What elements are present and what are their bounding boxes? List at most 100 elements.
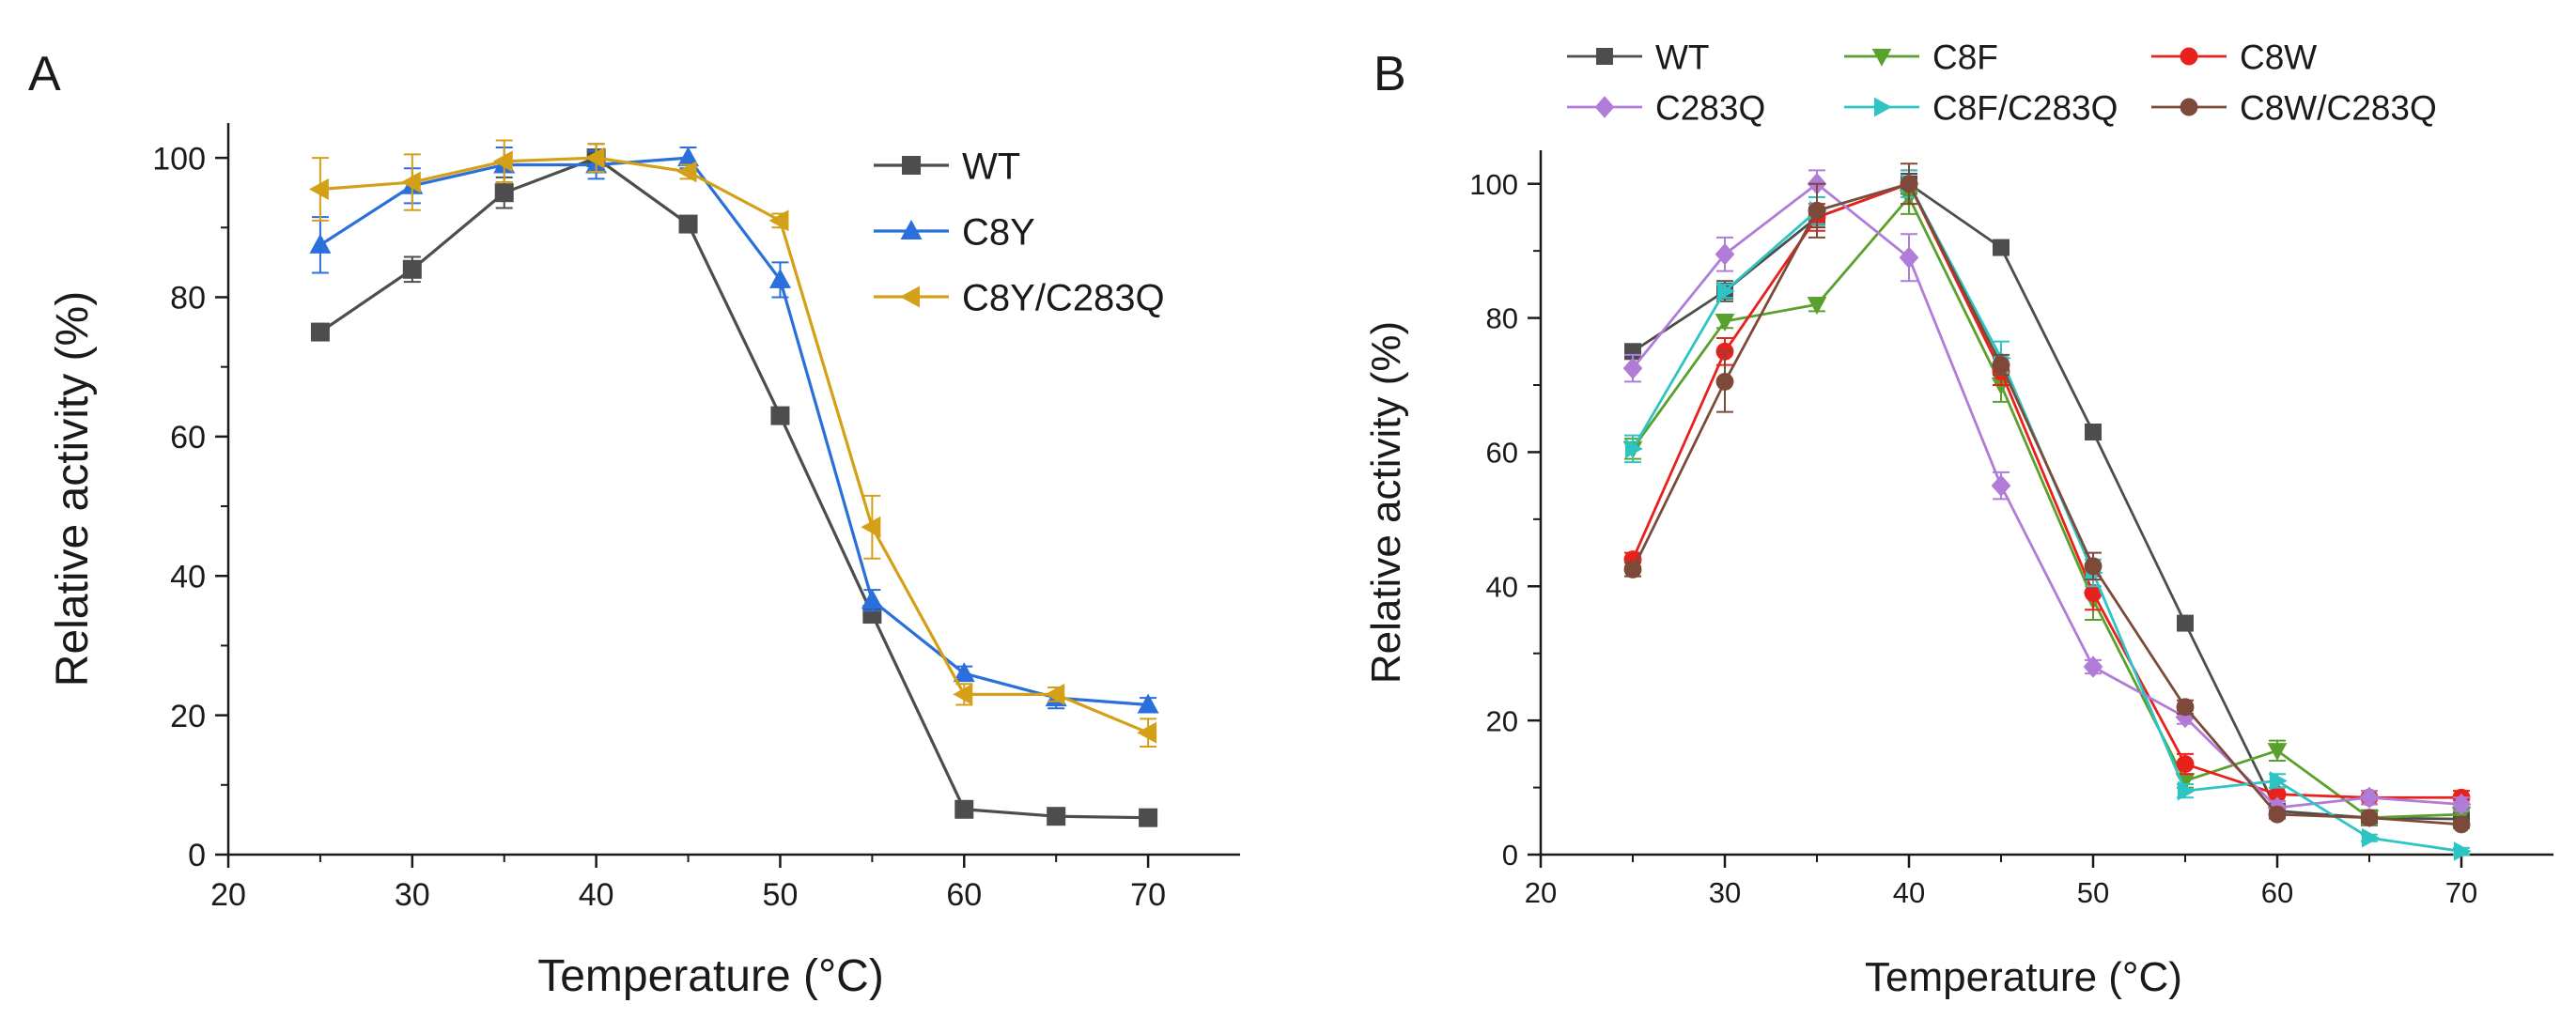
panel-b-x-tick-label: 50 (2077, 876, 2109, 909)
panel-b-legend-label-wt: WT (1655, 38, 1710, 76)
panel-b-point-wt (2177, 614, 2194, 632)
panel-b-legend-swatch-marker (2180, 47, 2198, 66)
panel-a-point-c8y (768, 268, 791, 288)
panel-b-x-tick-label: 70 (2445, 876, 2477, 909)
panel-b-point-c283q (2451, 793, 2472, 816)
panel-b-legend-swatch-marker (2180, 98, 2198, 116)
panel-b-x-axis-title: Temperature (°C) (1865, 954, 2182, 1000)
panel-a-line-c8y-c283q (319, 156, 1149, 734)
panel-a-point-c8y (861, 589, 883, 610)
panel-b-label: B (1373, 47, 1406, 101)
panel-b-point-c283q (2083, 656, 2103, 678)
panel-a-legend-label-wt: WT (962, 146, 1020, 187)
panel-a-legend-swatch-marker (900, 286, 920, 308)
panel-a-y-tick-label: 40 (170, 559, 206, 594)
panel-a-point-c8y-c283q (1045, 683, 1065, 705)
panel-b-point-c8w-c283q (2452, 815, 2471, 834)
panel-b-legend-item-c283q: C283Q (1567, 88, 1765, 127)
panel-a-point-c8y-c283q (676, 161, 697, 183)
panel-a-point-wt (678, 214, 698, 234)
panel-b-point-c8f-c283q (2177, 780, 2196, 801)
panel-b-legend-item-c8f-c283q: C8F/C283Q (1844, 88, 2118, 127)
panel-b-point-c8w (2268, 785, 2287, 804)
panel-b-legend-swatch-marker (1594, 96, 1615, 118)
panel-b-legend: WT C8F C8W C283Q C8F/C283Q C8W/C283Q (1567, 38, 2437, 127)
panel-b-point-c8w-c283q (2360, 809, 2379, 827)
panel-a-point-c8y-c283q (1137, 721, 1157, 744)
panel-a-point-c8y-c283q (768, 209, 789, 232)
panel-b-legend-swatch-marker (1596, 48, 1613, 65)
panel-b-line-c8f-c283q (1631, 182, 2462, 853)
panel-b-legend-label-c8f: C8F (1932, 38, 1998, 76)
panel-b-legend-swatch-marker (1871, 48, 1892, 67)
panel-b-legend-label-c8w: C8W (2240, 38, 2317, 76)
panel-a-point-wt (770, 406, 790, 425)
panel-b-point-c8f-c283q (1624, 439, 1643, 459)
panel-b-y-tick-label: 80 (1486, 302, 1518, 335)
panel-a-y-tick-label: 20 (170, 699, 206, 734)
panel-a-point-c8y-c283q (861, 516, 881, 538)
panel-b-legend-swatch-marker (1873, 97, 1892, 117)
panel-b-line-c8w-c283q (1631, 182, 2462, 826)
panel-a-legend-item-c8y-c283q: C8Y/C283Q (874, 277, 1165, 318)
panel-a-y-tick-label: 100 (152, 141, 206, 177)
panel-b-point-c8w-c283q (1992, 356, 2010, 375)
panel-b-y-tick-label: 60 (1486, 437, 1518, 470)
panel-b-legend-label-c283q: C283Q (1655, 88, 1765, 127)
panel-b-y-tick-label: 100 (1469, 168, 1518, 201)
panel-b-point-c8f-c283q (2361, 827, 2380, 848)
panel-a-x-axis-title: Temperature (°C) (537, 951, 884, 1001)
panel-a-point-c8y (677, 147, 700, 167)
panel-b-series-c8w (1623, 169, 2471, 807)
panel-b-legend-item-c8w-c283q: C8W/C283Q (2151, 88, 2437, 127)
panel-b-point-c8f-c283q (2453, 841, 2472, 861)
panel-b-point-c8w-c283q (2084, 557, 2103, 576)
panel-a-point-c8y-c283q (400, 171, 421, 193)
panel-a-x-tick-label: 60 (946, 877, 982, 913)
panel-b-legend-label-c8f-c283q: C8F/C283Q (1932, 88, 2118, 127)
panel-a-point-wt (494, 183, 514, 203)
panel-a-x-tick-label: 20 (210, 877, 246, 913)
panel-b-point-c8f-c283q (1716, 281, 1735, 301)
panel-b-point-c283q (1899, 246, 1919, 269)
panel-a-point-wt (954, 799, 974, 819)
panel-b-point-c283q (1991, 474, 2011, 497)
panel-b-x-tick-label: 30 (1709, 876, 1741, 909)
panel-a-x-tick-label: 30 (395, 877, 430, 913)
panel-b-x-tick-label: 60 (2261, 876, 2293, 909)
panel-b-point-c283q (1715, 243, 1735, 266)
panel-b-y-tick-label: 0 (1502, 839, 1518, 872)
panel-a-x-tick-label: 70 (1130, 877, 1166, 913)
panel-a-legend-item-c8y: C8Y (874, 211, 1035, 253)
panel-b-y-axis-title: Relative activity (%) (1363, 321, 1409, 684)
panel-b-line-wt (1632, 182, 2462, 821)
panel-a-point-c8y-c283q (492, 150, 513, 173)
panel-a-label: A (28, 47, 61, 101)
panel-b-line-c8f (1631, 195, 2462, 820)
panel-b-point-c283q (2359, 786, 2380, 809)
panel-a-x-tick-label: 50 (763, 877, 799, 913)
panel-b-point-c8w (2176, 755, 2195, 774)
panel-a-point-c8y-c283q (584, 147, 605, 169)
panel-a-point-wt (310, 322, 330, 342)
panel-a-point-c8y (1137, 693, 1159, 714)
panel-a-y-tick-label: 0 (188, 838, 206, 873)
panel-b-point-c8w-c283q (2268, 805, 2287, 824)
panel-b-point-c8f (1807, 297, 1827, 316)
panel-a-line-c8y (319, 156, 1149, 707)
panel-b-point-c8w-c283q (1900, 175, 1918, 193)
panel-b-point-c283q (1622, 357, 1643, 379)
panel-a-line-wt (319, 156, 1149, 820)
panel-b-point-c8w (2084, 583, 2103, 602)
panel-b-series-c8w-c283q (1623, 162, 2471, 834)
panel-b-line-c283q (1631, 182, 2462, 810)
panel-b-point-wt (1993, 239, 2010, 256)
panel-b-legend-item-wt: WT (1567, 38, 1710, 76)
panel-a-point-c8y-c283q (308, 177, 329, 200)
panel-b-point-c8w-c283q (2176, 698, 2195, 717)
panel-a-y-tick-label: 80 (170, 281, 206, 316)
panel-a-legend-item-wt: WT (874, 146, 1020, 187)
panel-b-y-tick-label: 20 (1486, 704, 1518, 737)
